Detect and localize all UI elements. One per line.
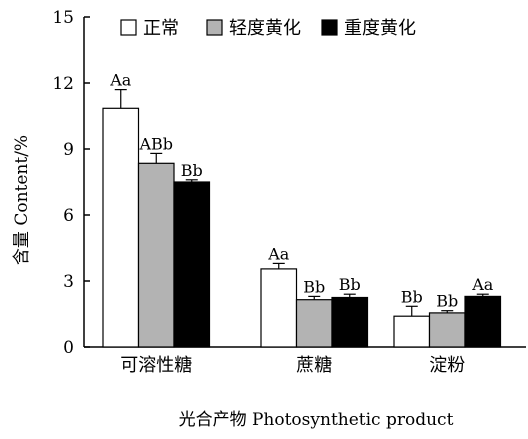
bar-1-1 xyxy=(295,299,333,348)
legend-label-1: 轻度黄化 xyxy=(229,18,301,39)
y-tick-label-5: 15 xyxy=(52,8,74,28)
legend-swatch-2 xyxy=(321,19,338,36)
y-tick-label-2: 6 xyxy=(63,206,74,226)
x-axis-label: 光合产物 Photosynthetic product xyxy=(179,410,454,430)
bar-0-2 xyxy=(393,315,431,348)
y-tick-label-4: 12 xyxy=(52,74,74,94)
bars: Aa Aa Bb ABb Bb Bb Bb Bb Aa xyxy=(102,71,502,348)
y-tick-label-1: 3 xyxy=(63,272,74,292)
y-tick-label-0: 0 xyxy=(63,338,74,358)
bar-1-2 xyxy=(428,312,466,348)
legend-swatch-0 xyxy=(120,19,137,36)
significance-label-2-2: Aa xyxy=(471,275,494,294)
significance-label-0-2: Bb xyxy=(401,287,423,306)
significance-label-1-2: Bb xyxy=(436,292,458,311)
x-tick-label-0: 可溶性糖 xyxy=(120,355,192,376)
legend-label-0: 正常 xyxy=(143,18,179,39)
bar-1-0 xyxy=(137,162,175,348)
significance-label-1-1: Bb xyxy=(303,277,325,296)
significance-label-0-0: Aa xyxy=(109,71,132,90)
y-axis-label: 含量 Content/% xyxy=(12,135,32,265)
y-tick-label-3: 9 xyxy=(63,140,74,160)
bar-0-1 xyxy=(260,268,298,348)
bar-2-1 xyxy=(331,296,369,348)
bar-2-2 xyxy=(464,295,502,348)
legend-swatch-1 xyxy=(206,19,223,36)
significance-label-2-0: Bb xyxy=(181,161,203,180)
x-tick-label-2: 淀粉 xyxy=(429,355,465,376)
bar-0-0 xyxy=(102,107,140,348)
significance-label-0-1: Aa xyxy=(267,244,290,263)
significance-label-2-1: Bb xyxy=(339,275,361,294)
legend-label-2: 重度黄化 xyxy=(344,18,416,39)
significance-label-1-0: ABb xyxy=(138,134,173,153)
bar-2-0 xyxy=(173,181,211,348)
legend: 正常 轻度黄化 重度黄化 xyxy=(120,18,416,39)
x-tick-label-1: 蔗糖 xyxy=(296,355,332,376)
